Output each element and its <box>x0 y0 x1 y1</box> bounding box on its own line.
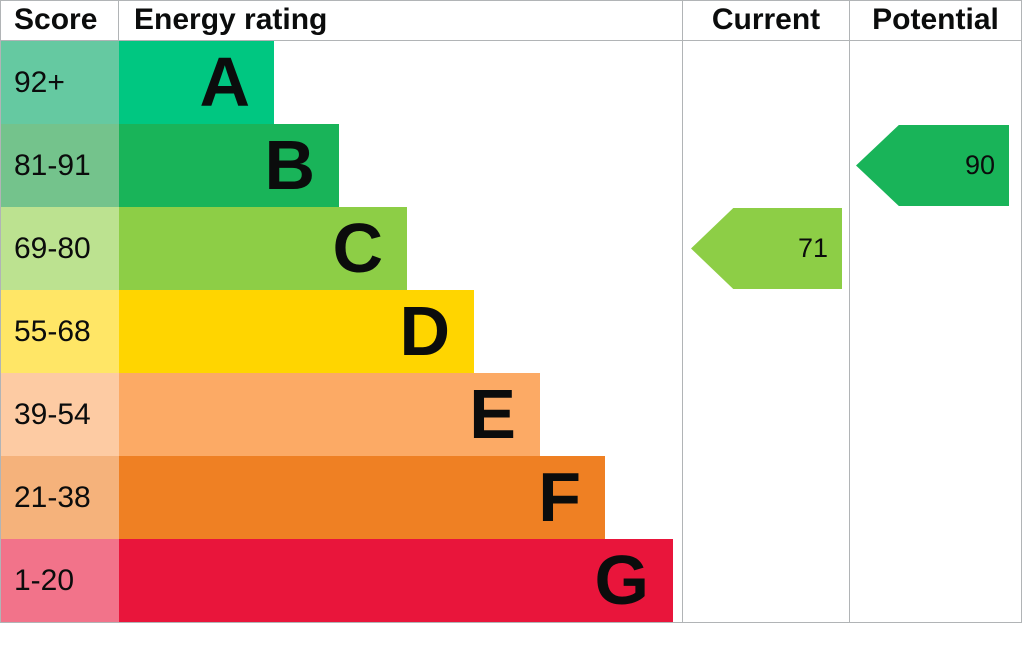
band-bar-e: E <box>119 373 540 456</box>
band-letter-d: D <box>399 292 450 370</box>
band-row-b: 81-91 B <box>0 124 1022 207</box>
border-right <box>1021 0 1022 623</box>
band-bar-g: G <box>119 539 673 622</box>
band-row-e: 39-54 E <box>0 373 1022 456</box>
band-bar-c: C <box>119 207 407 290</box>
band-letter-e: E <box>469 375 516 453</box>
score-range-e: 39-54 <box>0 373 119 456</box>
header-bottom-divider <box>0 40 1022 41</box>
band-bar-b: B <box>119 124 339 207</box>
band-row-d: 55-68 D <box>0 290 1022 373</box>
current-rating-value: 71 <box>797 233 828 263</box>
potential-column-divider <box>849 0 850 623</box>
score-range-d: 55-68 <box>0 290 119 373</box>
band-letter-b: B <box>264 126 315 204</box>
border-bottom <box>0 622 1022 623</box>
score-range-f: 21-38 <box>0 456 119 539</box>
band-row-a: 92+ A <box>0 41 1022 124</box>
band-bar-d: D <box>119 290 474 373</box>
score-range-g: 1-20 <box>0 539 119 622</box>
band-letter-c: C <box>332 209 383 287</box>
band-letter-g: G <box>594 541 649 619</box>
header-potential: Potential <box>872 3 999 36</box>
score-range-b: 81-91 <box>0 124 119 207</box>
band-row-c: 69-80 C <box>0 207 1022 290</box>
band-bar-f: F <box>119 456 605 539</box>
border-left <box>0 0 1 623</box>
header-energy-rating: Energy rating <box>134 3 328 36</box>
score-range-c: 69-80 <box>0 207 119 290</box>
band-row-f: 21-38 F <box>0 456 1022 539</box>
rating-bands: 92+ A 81-91 B 69-80 C 55-68 D 39-54 E 21-38 F 1-20 G <box>0 41 1022 622</box>
band-bar-a: A <box>119 41 274 124</box>
score-column-divider <box>118 0 119 41</box>
score-range-a: 92+ <box>0 41 119 124</box>
header-current: Current <box>711 3 821 36</box>
band-letter-f: F <box>538 458 581 536</box>
border-top <box>0 0 1022 1</box>
potential-rating-value: 90 <box>964 150 995 180</box>
header-score: Score <box>14 3 98 36</box>
current-column-divider <box>682 0 683 623</box>
band-letter-a: A <box>199 43 250 121</box>
band-row-g: 1-20 G <box>0 539 1022 622</box>
